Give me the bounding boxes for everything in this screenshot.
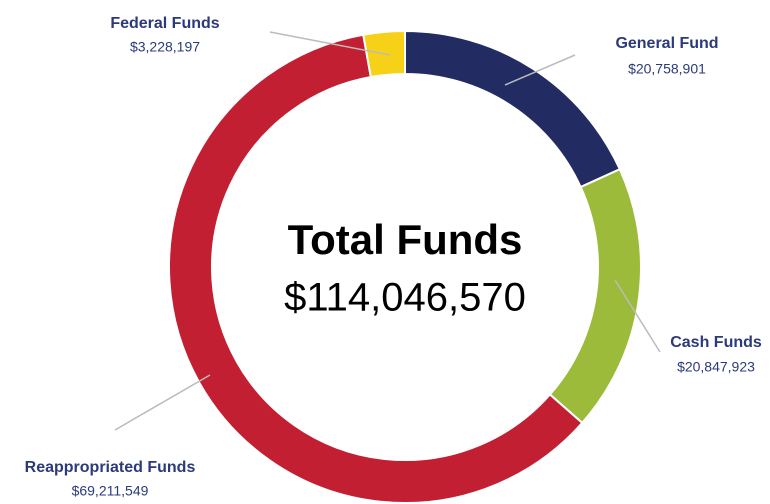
leader-line: [504, 54, 576, 86]
legend-name: Federal Funds: [110, 15, 219, 32]
leader-line: [614, 279, 661, 353]
center-total: $114,046,570: [284, 276, 526, 320]
legend-name: Cash Funds: [670, 334, 762, 351]
value-label: $3,228,197: [130, 39, 200, 55]
slices: [168, 29, 642, 504]
leader-line: [114, 374, 211, 431]
value-label: $69,211,549: [72, 483, 149, 499]
legend-name: General Fund: [615, 35, 718, 52]
slice: [404, 29, 622, 189]
center-title: Total Funds: [288, 216, 523, 263]
value-label: $20,847,923: [677, 359, 755, 375]
value-label: $20,758,901: [628, 61, 706, 77]
slice: [168, 33, 584, 504]
slice: [548, 167, 642, 425]
leader-line: [269, 31, 391, 56]
legend-name: Reappropriated Funds: [25, 459, 196, 476]
